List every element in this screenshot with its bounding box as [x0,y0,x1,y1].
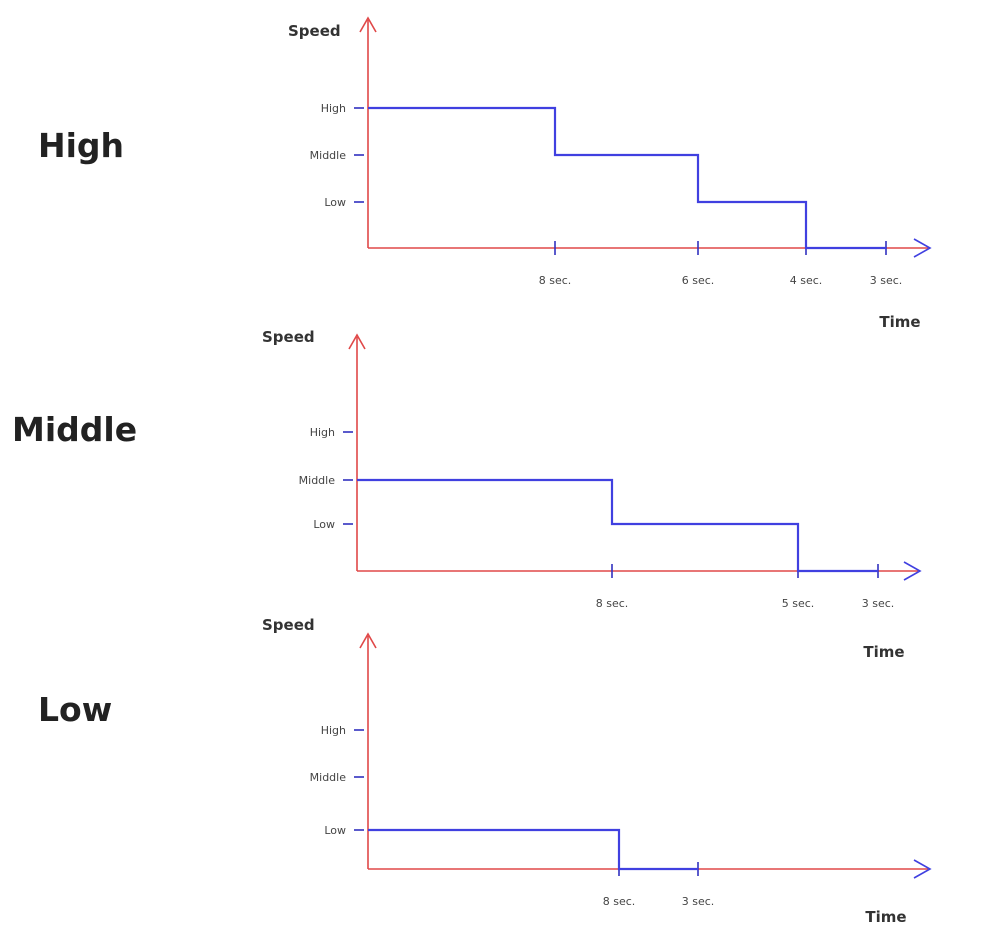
panel-title-low: Low [38,690,113,729]
y-tick-label: High [321,102,346,115]
x-tick-label: 5 sec. [782,597,815,610]
y-axis-title: Speed [262,328,315,346]
x-tick-label: 8 sec. [539,274,572,287]
chart-panel-high [354,16,932,258]
x-tick-label: 8 sec. [603,895,636,908]
y-axis-arrow [359,632,377,649]
x-tick-label: 4 sec. [790,274,823,287]
y-tick-label: High [310,426,335,439]
speed-step-line [368,828,698,871]
x-axis-arrow [913,238,932,258]
x-tick-label: 3 sec. [682,895,715,908]
y-axis-title: Speed [262,616,315,634]
x-axis-arrow [913,859,932,879]
y-tick-label: Middle [310,149,347,162]
y-axis-title: Speed [288,22,341,40]
panel-title-high: High [38,126,125,165]
y-tick-label: Middle [310,771,347,784]
speed-step-line [368,106,886,250]
y-tick-label: Low [313,518,335,531]
x-tick-label: 8 sec. [596,597,629,610]
speed-step-line [357,478,878,573]
y-tick-label: High [321,724,346,737]
y-axis-arrow [348,333,366,350]
x-axis-title: Time [863,643,904,661]
x-tick-label: 6 sec. [682,274,715,287]
y-axis-arrow [359,16,377,33]
x-axis-arrow [903,561,922,581]
y-tick-label: Middle [299,474,336,487]
x-axis-title: Time [879,313,920,331]
panel-title-middle: Middle [12,410,138,449]
x-axis-title: Time [865,908,906,926]
y-tick-label: Low [324,196,346,209]
chart-panel-low [354,632,932,879]
x-tick-label: 3 sec. [862,597,895,610]
y-tick-label: Low [324,824,346,837]
chart-panel-middle [343,333,922,581]
x-tick-label: 3 sec. [870,274,903,287]
